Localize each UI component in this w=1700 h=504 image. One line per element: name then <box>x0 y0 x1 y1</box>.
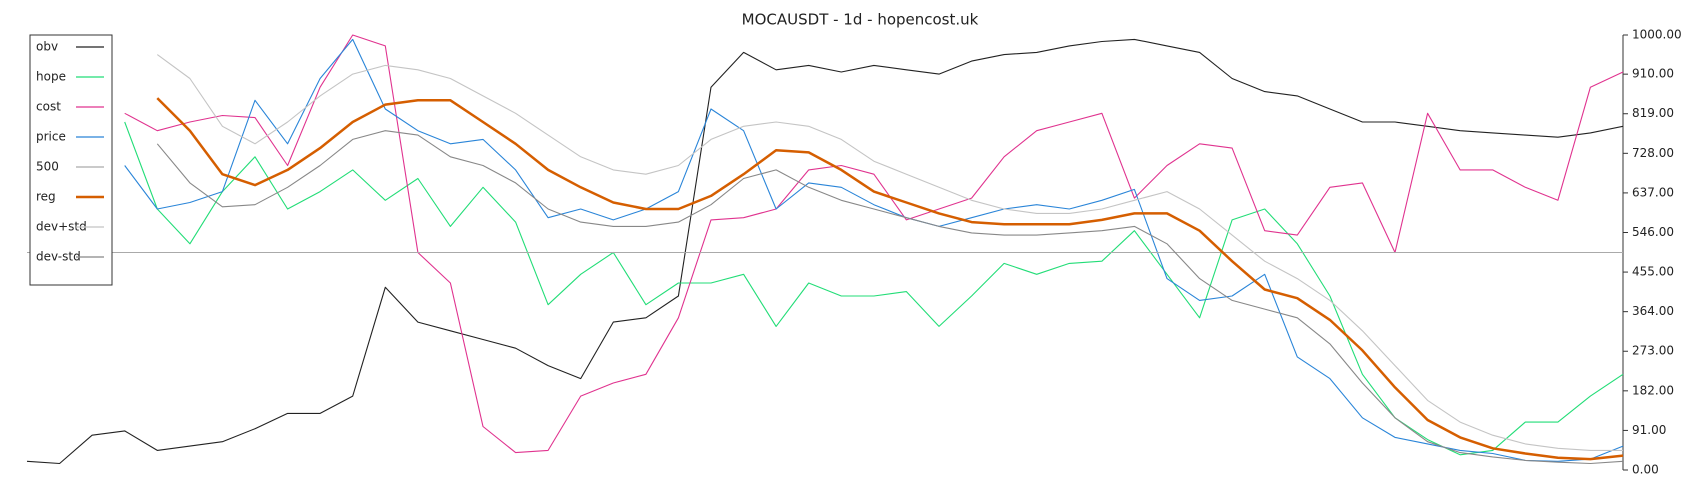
legend-label: 500 <box>36 160 59 174</box>
y-tick-label: 182.00 <box>1632 383 1674 397</box>
y-tick-label: 364.00 <box>1632 304 1674 318</box>
chart-title: MOCAUSDT - 1d - hopencost.uk <box>742 11 979 29</box>
legend-label: cost <box>36 100 61 114</box>
legend-label: reg <box>36 190 56 204</box>
series-line <box>124 38 1624 462</box>
series-line <box>124 121 1624 456</box>
plot-area: 0.00 91.00 182.00 273.00 364.00 455.00 546.00 6… <box>26 28 1682 477</box>
y-tick-label: 91.00 <box>1632 423 1666 437</box>
series-line <box>156 54 1623 451</box>
y-tick-label: 455.00 <box>1632 265 1674 279</box>
y-tick-label: 637.00 <box>1632 185 1674 199</box>
legend-label: hope <box>36 70 66 84</box>
y-tick-label: 819.00 <box>1632 106 1674 120</box>
legend-label: price <box>36 130 66 144</box>
series-line <box>26 38 1624 465</box>
y-tick-label: 273.00 <box>1632 344 1674 358</box>
y-tick-label: 0.00 <box>1632 463 1659 477</box>
y-tick-label: 910.00 <box>1632 67 1674 81</box>
series-line <box>156 130 1624 465</box>
y-tick-label: 546.00 <box>1632 225 1674 239</box>
legend-label: dev-std <box>36 250 81 264</box>
series-line <box>124 34 1624 454</box>
y-tick-label: 1000.00 <box>1632 28 1682 42</box>
y-tick-label: 728.00 <box>1632 146 1674 160</box>
series-line <box>156 97 1624 461</box>
legend: obv hope cost price 500 reg dev+std dev-std <box>29 34 113 286</box>
legend-label: obv <box>36 40 58 54</box>
legend-label: dev+std <box>36 220 87 234</box>
